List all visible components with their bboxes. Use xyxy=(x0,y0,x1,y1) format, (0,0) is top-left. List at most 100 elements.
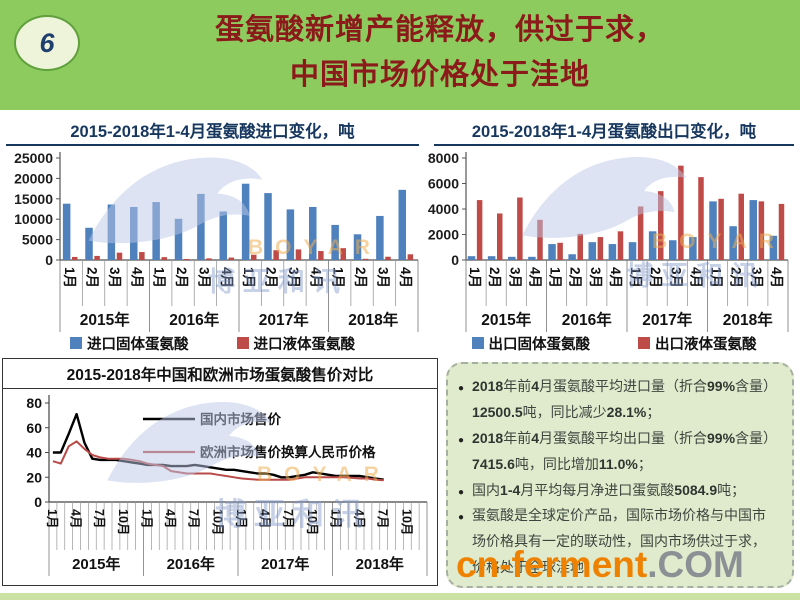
svg-text:欧洲市场售价换算人民币价格: 欧洲市场售价换算人民币价格 xyxy=(200,444,376,460)
svg-text:3月: 3月 xyxy=(507,267,522,288)
svg-text:5000: 5000 xyxy=(22,232,53,248)
svg-text:0: 0 xyxy=(45,252,53,268)
svg-text:4月: 4月 xyxy=(258,509,272,528)
legend-item-import-liquid: 进口液体蛋氨酸 xyxy=(236,333,356,354)
svg-text:1月: 1月 xyxy=(709,267,724,288)
summary-bullet: ● 2018年前4月蛋氨酸平均出口量（折合99%含量）7415.6吨，同比增加11… xyxy=(458,429,778,472)
svg-text:7月: 7月 xyxy=(92,509,106,528)
legend-item-import-solid: 进口固体蛋氨酸 xyxy=(70,333,189,354)
footer-strip xyxy=(0,593,800,600)
svg-text:2月: 2月 xyxy=(174,267,189,288)
site-watermark: cn-ferment.COM xyxy=(456,544,744,586)
svg-text:4月: 4月 xyxy=(219,267,234,288)
legend-label: 出口固体蛋氨酸 xyxy=(488,336,591,353)
svg-text:7月: 7月 xyxy=(376,509,390,528)
slide-title-line2: 中国市场价格处于洼地 xyxy=(289,58,590,91)
svg-text:2016年: 2016年 xyxy=(169,310,219,329)
svg-text:1月: 1月 xyxy=(152,267,167,288)
import-chart-plot: 0 5000 10000 15000 20000 25000 1月 2月 3月 4月 1月 2月 3月 4… xyxy=(14,150,419,332)
summary-bullet: ● 2018年前4月蛋氨酸平均进口量（折合99%含量）12500.5吨，同比减少2… xyxy=(458,378,778,420)
svg-text:2015年: 2015年 xyxy=(80,310,130,329)
header-band: 6 蛋氨酸新增产能释放，供过于求， 中国市场价格处于洼地 xyxy=(0,0,800,110)
summary-bullet: ● 蛋氨酸是全球定价产品，国际市场价格与中国市场价格具有一定的联动性，国内市场供过… xyxy=(458,507,767,576)
legend-swatch-blue xyxy=(70,337,82,349)
svg-text:2017年: 2017年 xyxy=(642,310,692,329)
legend-label: 出口液体蛋氨酸 xyxy=(655,336,757,353)
svg-text:20: 20 xyxy=(26,469,42,485)
svg-text:4月: 4月 xyxy=(69,509,83,528)
svg-text:40: 40 xyxy=(26,445,42,461)
svg-text:2月: 2月 xyxy=(568,267,583,288)
svg-text:80: 80 xyxy=(26,395,42,411)
svg-text:4月: 4月 xyxy=(688,267,703,288)
legend-swatch-red xyxy=(236,337,249,349)
svg-text:2018年: 2018年 xyxy=(348,310,398,329)
slide-title-line1: 蛋氨酸新增产能释放，供过于求， xyxy=(214,14,665,46)
summary-bullet: ● 国内1-4月平均每月净进口蛋氨酸5084.9吨； xyxy=(458,481,746,498)
svg-text:60: 60 xyxy=(26,420,42,436)
svg-text:1月: 1月 xyxy=(139,509,153,528)
svg-text:2015年: 2015年 xyxy=(481,310,531,329)
svg-text:2月: 2月 xyxy=(487,267,502,288)
svg-text:2000: 2000 xyxy=(428,227,459,243)
svg-text:4月: 4月 xyxy=(129,267,144,288)
svg-text:1月: 1月 xyxy=(234,509,248,528)
svg-text:10000: 10000 xyxy=(14,211,53,227)
svg-text:10月: 10月 xyxy=(116,509,130,535)
svg-text:1月: 1月 xyxy=(328,509,342,528)
svg-text:4000: 4000 xyxy=(428,201,459,217)
export-chart-panel: 2015-2018年1-4月蛋氨酸出口变化，吨 0 2000 4000 6000 800… xyxy=(428,112,800,358)
export-chart-title: 2015-2018年1-4月蛋氨酸出口变化，吨 xyxy=(434,118,794,146)
svg-text:3月: 3月 xyxy=(668,267,683,288)
legend-item-export-solid: 出口固体蛋氨酸 xyxy=(471,333,591,354)
summary-bullet-list: ● 2018年前4月蛋氨酸平均进口量（折合99%含量）12500.5吨，同比减少2… xyxy=(458,374,780,581)
svg-text:10月: 10月 xyxy=(305,509,319,535)
svg-text:3月: 3月 xyxy=(286,267,301,288)
price-chart-plot: 0 20 40 60 80 1月 4月 7月 10月 1月 4月 7月 10月 1月 4月 7月 10月 1月 4月… xyxy=(26,395,428,576)
import-chart-panel: 2015-2018年1-4月蛋氨酸进口变化，吨 0 5000 10000 15000 2… xyxy=(0,112,425,358)
svg-text:国内市场售价: 国内市场售价 xyxy=(200,411,281,427)
site-watermark-name: cn-ferment xyxy=(456,544,648,585)
svg-text:2018年: 2018年 xyxy=(723,310,773,329)
svg-text:2017年: 2017年 xyxy=(259,310,309,329)
svg-text:1月: 1月 xyxy=(467,267,482,288)
svg-text:1月: 1月 xyxy=(241,267,256,288)
svg-text:4月: 4月 xyxy=(398,267,413,288)
svg-text:10月: 10月 xyxy=(210,509,224,535)
svg-text:15000: 15000 xyxy=(14,191,53,207)
svg-text:0: 0 xyxy=(451,252,459,268)
svg-text:25000: 25000 xyxy=(14,150,53,166)
svg-text:3月: 3月 xyxy=(196,267,211,288)
svg-text:10月: 10月 xyxy=(399,509,413,535)
svg-text:3月: 3月 xyxy=(749,267,764,288)
svg-text:0: 0 xyxy=(34,494,42,510)
legend-item-export-liquid: 出口液体蛋氨酸 xyxy=(638,333,757,354)
page-number: 6 xyxy=(39,27,55,58)
svg-text:2016年: 2016年 xyxy=(562,310,612,329)
legend-swatch-blue xyxy=(471,337,484,349)
export-chart-legend: 出口固体蛋氨酸 出口液体蛋氨酸 xyxy=(428,332,800,354)
svg-text:4月: 4月 xyxy=(308,267,323,288)
legend-label: 进口液体蛋氨酸 xyxy=(253,336,356,353)
svg-text:1月: 1月 xyxy=(548,267,563,288)
site-watermark-tld: .COM xyxy=(647,544,744,585)
svg-text:2月: 2月 xyxy=(729,267,744,288)
svg-text:3月: 3月 xyxy=(375,267,390,288)
import-chart-legend: 进口固体蛋氨酸 进口液体蛋氨酸 xyxy=(0,332,425,354)
slide-title: 蛋氨酸新增产能释放，供过于求， 中国市场价格处于洼地 xyxy=(90,8,790,98)
page-number-badge: 6 xyxy=(14,15,80,71)
svg-text:1月: 1月 xyxy=(45,509,59,528)
summary-panel: ● 2018年前4月蛋氨酸平均进口量（折合99%含量）12500.5吨，同比减少2… xyxy=(446,362,794,588)
svg-text:4月: 4月 xyxy=(352,509,366,528)
import-chart-title: 2015-2018年1-4月蛋氨酸进口变化，吨 xyxy=(6,118,419,146)
svg-text:3月: 3月 xyxy=(588,267,603,288)
svg-text:4月: 4月 xyxy=(608,267,623,288)
svg-text:2018年: 2018年 xyxy=(356,555,404,573)
price-chart-panel: 2015-2018年中国和欧洲市场蛋氨酸售价对比 0 20 40 60 80 1月 4月 7月… xyxy=(2,358,438,586)
svg-text:2月: 2月 xyxy=(353,267,368,288)
legend-swatch-red xyxy=(638,337,650,349)
svg-text:1月: 1月 xyxy=(628,267,643,288)
svg-text:2017年: 2017年 xyxy=(261,555,309,573)
svg-text:8000: 8000 xyxy=(428,150,459,166)
